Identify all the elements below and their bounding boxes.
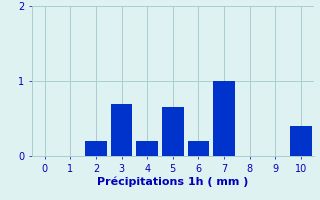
- Bar: [136, 141, 158, 156]
- Bar: [188, 141, 209, 156]
- Bar: [111, 104, 132, 156]
- Bar: [85, 141, 107, 156]
- Bar: [290, 126, 312, 156]
- Bar: [213, 81, 235, 156]
- Bar: [162, 107, 184, 156]
- X-axis label: Précipitations 1h ( mm ): Précipitations 1h ( mm ): [97, 176, 249, 187]
